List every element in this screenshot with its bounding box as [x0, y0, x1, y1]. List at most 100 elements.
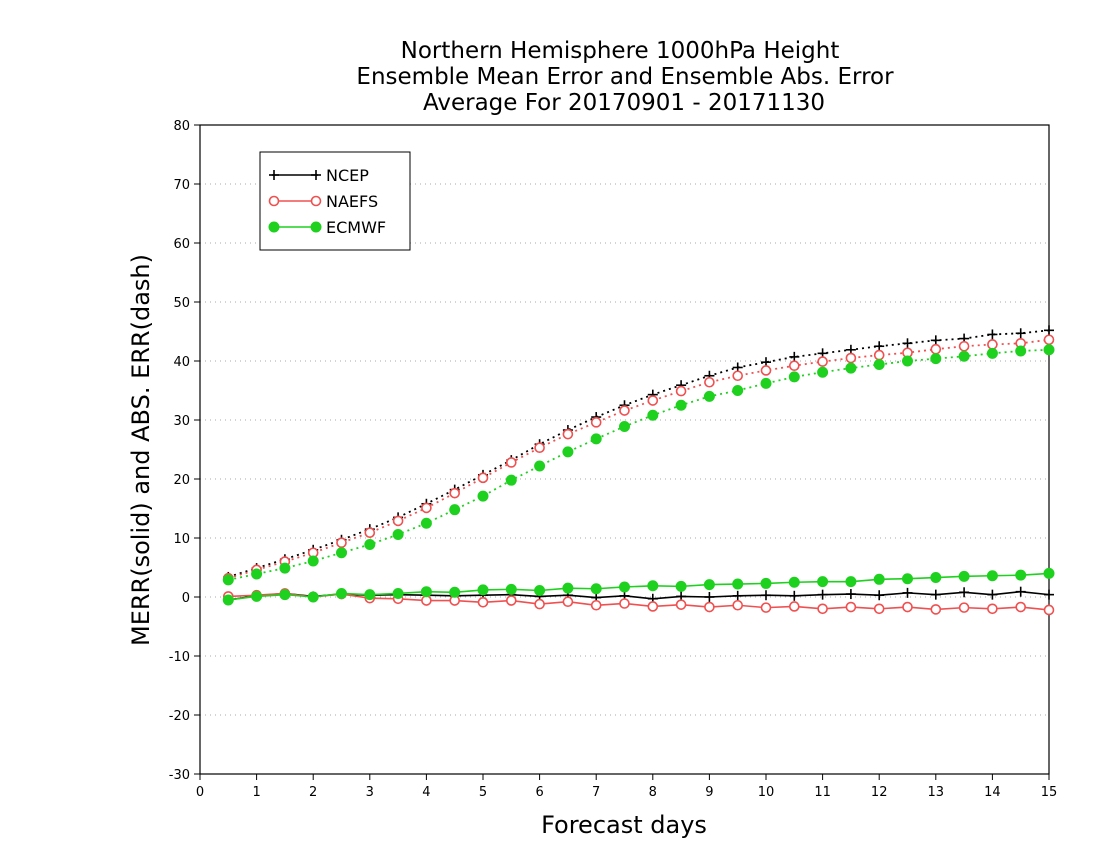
- data-point-abs-err-ecmwf: [986, 347, 998, 359]
- legend-label-ncep: NCEP: [326, 166, 369, 185]
- data-point-merr-ecmwf: [930, 572, 942, 584]
- y-tick-label: 40: [173, 355, 190, 370]
- x-tick-label: 6: [535, 785, 543, 800]
- legend: NCEP NAEFS ECMWF: [259, 151, 411, 251]
- y-tick-label: 10: [173, 532, 190, 547]
- data-point-abs-err-naefs: [1043, 334, 1055, 346]
- y-tick-label: 50: [173, 296, 190, 311]
- data-point-merr-ecmwf: [619, 581, 630, 593]
- data-point-abs-err-ecmwf: [732, 385, 744, 396]
- x-tick-label: 9: [705, 785, 713, 800]
- data-point-merr-ecmwf: [364, 589, 376, 601]
- series-naefs: [223, 334, 1055, 616]
- y-tick-label: -30: [169, 768, 190, 783]
- legend-marker-ecmwf: [268, 221, 280, 233]
- data-point-abs-err-ecmwf: [845, 362, 857, 374]
- y-tick-label: 80: [173, 119, 190, 134]
- data-point-abs-err-ecmwf: [1015, 345, 1027, 357]
- data-point-abs-err-ecmwf: [534, 460, 546, 472]
- data-point-merr-ecmwf: [788, 576, 800, 588]
- x-tick-label: 2: [309, 785, 317, 800]
- data-point-abs-err-naefs: [477, 472, 489, 484]
- data-point-merr-ecmwf: [760, 577, 772, 589]
- data-point-abs-err-ecmwf: [222, 574, 234, 586]
- data-point-abs-err-ecmwf: [336, 547, 347, 559]
- data-point-abs-err-naefs: [562, 428, 574, 440]
- data-point-merr-ecmwf: [420, 586, 432, 598]
- data-point-abs-err-ecmwf: [873, 359, 885, 371]
- data-point-merr-ecmwf: [477, 584, 489, 596]
- data-point-merr-naefs: [788, 601, 800, 612]
- data-point-abs-err-naefs: [619, 405, 630, 416]
- data-point-abs-err-naefs: [675, 385, 687, 397]
- data-point-merr-naefs: [619, 598, 630, 609]
- data-point-merr-ecmwf: [732, 578, 744, 590]
- data-point-abs-err-ecmwf: [420, 517, 432, 529]
- data-point-merr-ecmwf: [590, 583, 602, 595]
- title-line-2: Ensemble Mean Error and Ensemble Abs. Er…: [356, 64, 894, 90]
- data-point-merr-ecmwf: [902, 573, 913, 585]
- title-line-1: Northern Hemisphere 1000hPa Height: [401, 38, 840, 64]
- data-series: [222, 325, 1055, 616]
- y-tick-label: -10: [169, 650, 190, 665]
- y-tick-label: 60: [173, 237, 190, 252]
- data-point-abs-err-naefs: [364, 527, 376, 538]
- data-point-abs-err-naefs: [873, 349, 885, 361]
- data-point-merr-naefs: [760, 602, 772, 613]
- x-tick-label: 8: [649, 785, 657, 800]
- data-point-merr-naefs: [902, 601, 913, 613]
- data-point-abs-err-ecmwf: [703, 390, 715, 402]
- data-point-merr-naefs: [1015, 601, 1027, 613]
- x-axis: 0 1 2 3 4 5 6 7 8 9 10 11 12 13 14 15: [196, 774, 1057, 800]
- data-point-abs-err-naefs: [421, 502, 432, 514]
- data-point-merr-naefs: [732, 599, 744, 611]
- legend-marker-ecmwf: [310, 221, 322, 233]
- data-point-abs-err-ecmwf: [364, 538, 376, 550]
- data-point-abs-err-naefs: [817, 356, 828, 367]
- data-point-abs-err-ecmwf: [647, 409, 659, 421]
- data-point-abs-err-naefs: [704, 376, 715, 388]
- data-point-abs-err-ecmwf: [449, 504, 461, 516]
- data-point-abs-err-naefs: [760, 365, 772, 376]
- data-point-merr-naefs: [845, 601, 857, 613]
- series-line-merr-naefs: [228, 592, 1050, 611]
- legend-marker-naefs: [310, 195, 322, 207]
- data-point-abs-err-ecmwf: [562, 446, 574, 458]
- data-point-merr-ecmwf: [1043, 567, 1055, 579]
- y-tick-label: 0: [182, 591, 190, 606]
- data-point-merr-naefs: [873, 603, 885, 615]
- data-point-merr-ecmwf: [534, 585, 546, 597]
- data-point-abs-err-ecmwf: [251, 568, 263, 580]
- data-point-merr-ecmwf: [251, 590, 263, 602]
- data-point-abs-err-ecmwf: [1043, 344, 1055, 356]
- x-tick-label: 13: [928, 785, 945, 800]
- data-point-merr-ecmwf: [703, 579, 715, 591]
- data-point-abs-err-naefs: [788, 360, 800, 372]
- x-tick-label: 3: [366, 785, 374, 800]
- legend-label-ecmwf: ECMWF: [326, 218, 386, 237]
- data-point-abs-err-ecmwf: [902, 355, 913, 367]
- y-tick-label: 30: [173, 414, 190, 429]
- x-tick-label: 14: [984, 785, 1001, 800]
- data-point-merr-ecmwf: [336, 587, 347, 599]
- data-point-abs-err-ecmwf: [619, 420, 630, 432]
- data-point-abs-err-ecmwf: [392, 528, 404, 540]
- data-point-merr-ecmwf: [958, 570, 970, 582]
- data-point-merr-naefs: [958, 602, 970, 613]
- x-tick-label: 11: [814, 785, 831, 800]
- data-point-abs-err-ecmwf: [958, 350, 970, 362]
- data-point-merr-ecmwf: [562, 582, 574, 594]
- series-line-abs-err-ncep: [228, 329, 1050, 578]
- legend-label-naefs: NAEFS: [326, 192, 378, 211]
- data-point-abs-err-ecmwf: [307, 555, 319, 567]
- x-tick-label: 1: [252, 785, 260, 800]
- data-point-abs-err-ecmwf: [675, 399, 687, 411]
- title-line-3: Average For 20170901 - 20171130: [423, 90, 825, 116]
- x-tick-label: 15: [1041, 785, 1058, 800]
- data-point-merr-ecmwf: [675, 580, 687, 592]
- x-tick-label: 10: [758, 785, 775, 800]
- data-point-merr-ecmwf: [505, 583, 517, 595]
- data-point-abs-err-ecmwf: [279, 562, 291, 574]
- data-point-merr-naefs: [562, 596, 574, 608]
